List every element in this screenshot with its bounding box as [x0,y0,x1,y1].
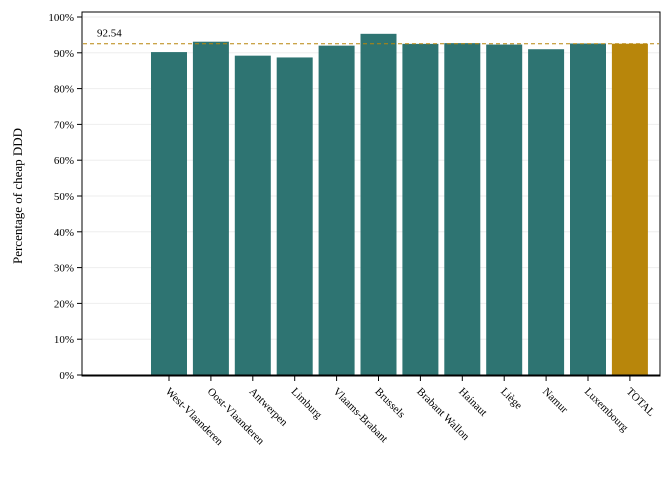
bar [234,55,271,375]
y-tick-label: 30% [54,263,74,275]
y-tick-label: 40% [54,227,74,239]
x-tick-label: Luxembourg [582,386,631,435]
bar [570,43,606,375]
bar [528,49,565,375]
bar [402,43,439,375]
bar [486,44,523,375]
bar [318,45,355,375]
x-tick-label: Namur [540,386,570,416]
bar [360,33,397,376]
y-tick-label: 50% [54,191,74,203]
y-tick-label: 80% [54,84,74,96]
x-tick-label: Antwerpen [247,386,290,429]
y-tick-label: 20% [54,298,74,310]
y-tick-label: 60% [54,155,74,167]
bar [192,41,229,376]
x-tick-label: Brussels [372,386,407,421]
y-tick-label: 90% [54,48,74,60]
y-tick-labels: 0% 10% 20% 30% 40% 50% 60% 70% 80% 90% 100% [48,12,74,382]
axes [77,11,661,381]
x-tick-label: TOTAL [624,386,657,419]
bar-total [611,43,648,376]
x-tick-label: Limburg [289,386,325,422]
y-axis-title: Percentage of cheap DDD [10,128,25,264]
y-tick-label: 0% [59,370,74,382]
bar [151,52,187,376]
bar [444,43,481,375]
x-tick-label: Liège [498,386,524,412]
x-tick-label: Hainaut [456,386,489,419]
y-tick-label: 10% [54,334,74,346]
y-tick-label: 100% [48,12,74,24]
bar [276,57,313,375]
y-tick-label: 70% [54,119,74,131]
bars [151,33,648,376]
x-tick-labels: West-VlaanderenOost-VlaanderenAntwerpenL… [163,386,657,449]
reference-line-group: 92.54 [83,28,659,45]
reference-line-label: 92.54 [97,28,122,40]
